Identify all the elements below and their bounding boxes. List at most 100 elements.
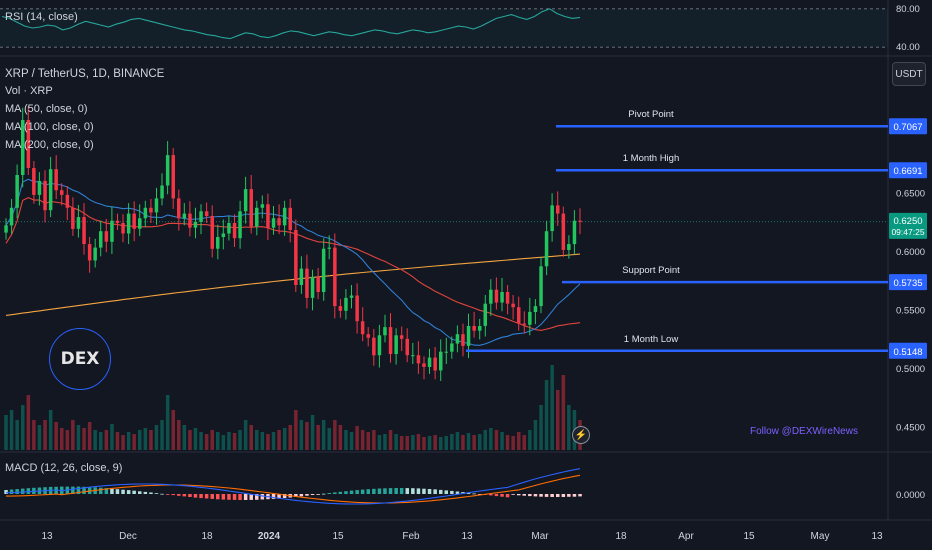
volume-bar	[505, 435, 510, 450]
lightning-icon[interactable]: ⚡	[572, 426, 590, 444]
candle-body	[388, 327, 393, 354]
macd-histogram-bar	[472, 493, 476, 495]
volume-bar	[238, 430, 242, 450]
macd-histogram-bar	[171, 494, 175, 496]
price-tick-label: 0.6000	[896, 247, 925, 258]
macd-histogram-bar	[110, 488, 114, 494]
volume-bar	[321, 420, 326, 450]
candle-body	[439, 351, 443, 371]
volume-bar	[528, 430, 532, 450]
candle-body	[422, 363, 426, 367]
volume-bar	[455, 432, 460, 450]
candle-body	[99, 231, 103, 248]
candle-body	[411, 355, 415, 357]
volume-bar	[349, 432, 354, 450]
volume-bar	[478, 434, 482, 450]
volume-bar	[48, 410, 53, 450]
rsi-legend[interactable]: RSI (14, close)	[5, 11, 78, 23]
macd-histogram-bar	[433, 489, 437, 494]
macd-histogram-bar	[255, 494, 259, 500]
candle-body	[138, 218, 142, 229]
time-tick-label: 2024	[258, 531, 281, 542]
time-tick-label: Dec	[119, 531, 137, 542]
level-badge-text: 0.6691	[893, 166, 922, 177]
volume-legend[interactable]: Vol · XRP	[5, 85, 53, 97]
macd-histogram-bar	[422, 488, 426, 494]
macd-histogram-bar	[121, 489, 125, 494]
macd-histogram-bar	[99, 487, 103, 494]
ma100-legend[interactable]: MA (100, close, 0)	[5, 121, 94, 133]
volume-bar	[9, 410, 14, 450]
candle-body	[87, 244, 92, 261]
macd-histogram-bar	[143, 491, 148, 494]
macd-histogram-bar	[478, 494, 482, 495]
level-badge-text: 0.5148	[893, 347, 922, 358]
volume-bar	[160, 420, 164, 450]
candle-body	[338, 306, 343, 311]
level-label: 1 Month Low	[624, 334, 679, 345]
candle-body	[171, 155, 175, 199]
macd-histogram-bar	[383, 488, 387, 494]
macd-histogram-bar	[87, 487, 92, 494]
candle-body	[160, 185, 164, 199]
watermark-text: Follow @DEXWireNews	[750, 426, 858, 437]
macd-histogram-bar	[310, 494, 315, 495]
macd-histogram-bar	[500, 494, 504, 497]
currency-button[interactable]: USDT	[892, 62, 926, 86]
macd-histogram-bar	[199, 494, 203, 499]
candle-body	[21, 120, 25, 175]
candle-body	[93, 247, 97, 261]
ma50-legend[interactable]: MA (50, close, 0)	[5, 103, 88, 115]
volume-bar	[388, 430, 393, 450]
candle-body	[82, 217, 86, 244]
macd-histogram-bar	[299, 494, 304, 497]
volume-bar	[221, 435, 226, 450]
time-tick-label: 13	[461, 531, 473, 542]
candle-body	[48, 169, 53, 211]
candle-body	[54, 169, 58, 191]
candle-body	[154, 198, 159, 213]
candle-body	[305, 268, 309, 298]
macd-histogram-bar	[550, 494, 554, 497]
candle-body	[288, 207, 292, 230]
candle-body	[132, 213, 136, 229]
macd-histogram-bar	[444, 490, 448, 494]
price-tick-label: 0.4500	[896, 423, 925, 434]
macd-histogram-bar	[416, 488, 421, 494]
pair-title[interactable]: XRP / TetherUS, 1D, BINANCE	[5, 68, 165, 80]
volume-bar	[511, 436, 515, 450]
macd-histogram-bar	[399, 488, 404, 494]
candle-body	[9, 207, 14, 226]
volume-bar	[104, 430, 109, 450]
candle-body	[333, 247, 337, 307]
volume-bar	[204, 434, 209, 450]
candle-body	[461, 334, 465, 346]
candle-body	[544, 231, 549, 267]
macd-line	[5, 468, 581, 505]
volume-bar	[450, 434, 454, 450]
candle-body	[550, 205, 554, 232]
volume-bar	[394, 434, 398, 450]
candle-body	[528, 311, 532, 325]
volume-bar	[277, 430, 281, 450]
candle-body	[60, 190, 64, 195]
level-label: 1 Month High	[623, 153, 680, 164]
candle-body	[444, 351, 448, 353]
ma200-legend[interactable]: MA (200, close, 0)	[5, 139, 94, 151]
volume-bar	[556, 390, 560, 450]
volume-bar	[188, 430, 192, 450]
candle-body	[427, 357, 432, 367]
macd-legend[interactable]: MACD (12, 26, close, 9)	[5, 462, 123, 474]
volume-bar	[65, 430, 70, 450]
volume-bar	[32, 420, 36, 450]
volume-bar	[427, 436, 432, 450]
macd-histogram-bar	[71, 486, 75, 494]
macd-histogram-bar	[260, 494, 265, 500]
candle-body	[221, 233, 226, 237]
candle-body	[556, 205, 560, 214]
macd-histogram-bar	[249, 494, 253, 500]
candle-body	[327, 247, 331, 249]
candle-body	[399, 335, 404, 339]
candle-body	[572, 220, 577, 245]
